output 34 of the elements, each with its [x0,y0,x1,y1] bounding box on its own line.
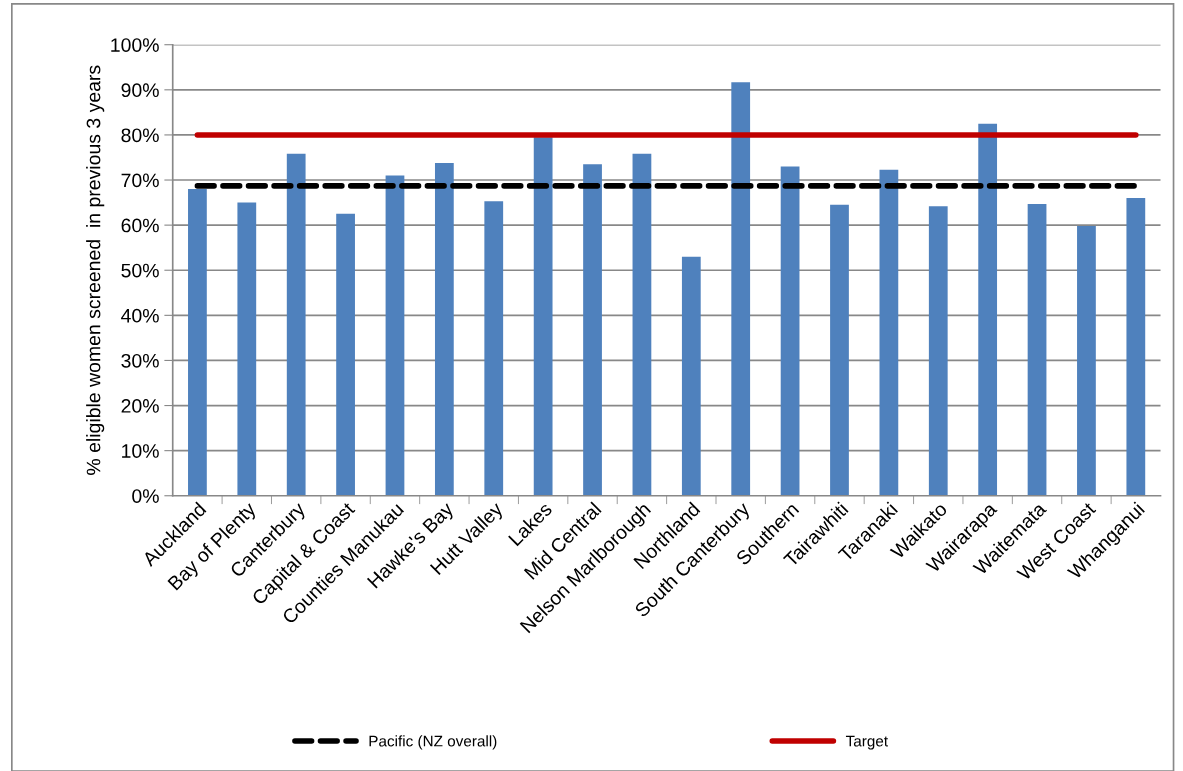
legend-label: Pacific (NZ overall) [369,735,497,750]
bar [434,162,454,496]
bar [978,123,998,496]
bar [681,256,701,496]
bar [583,164,602,496]
y-tick-label: 50% [121,263,159,278]
bar [632,153,652,496]
bar [336,213,355,496]
bar [1077,226,1096,496]
bar [928,206,948,496]
bar [731,82,751,496]
legend-label: Target [845,735,888,750]
y-tick-label: 30% [121,353,159,368]
y-tick-label: 60% [121,218,159,233]
bar [286,153,306,496]
y-tick-label: 80% [121,128,159,143]
bar [830,204,849,496]
y-tick-label: 0% [132,489,159,503]
y-axis-title: % eligible women screened in previous 3 years [86,65,105,475]
bar [1027,203,1047,496]
y-tick-label: 100% [111,38,159,52]
y-tick-label: 40% [121,308,159,323]
y-tick-label: 70% [121,173,159,188]
bar [484,201,504,496]
bar [879,169,899,496]
bar [385,175,405,496]
bar [237,202,257,496]
y-tick-label: 90% [121,83,159,98]
bar [1126,198,1146,496]
y-tick-label: 20% [121,399,159,413]
bar [188,189,207,496]
y-tick-label: 10% [122,444,159,458]
bar [780,166,800,496]
bar [533,137,553,496]
